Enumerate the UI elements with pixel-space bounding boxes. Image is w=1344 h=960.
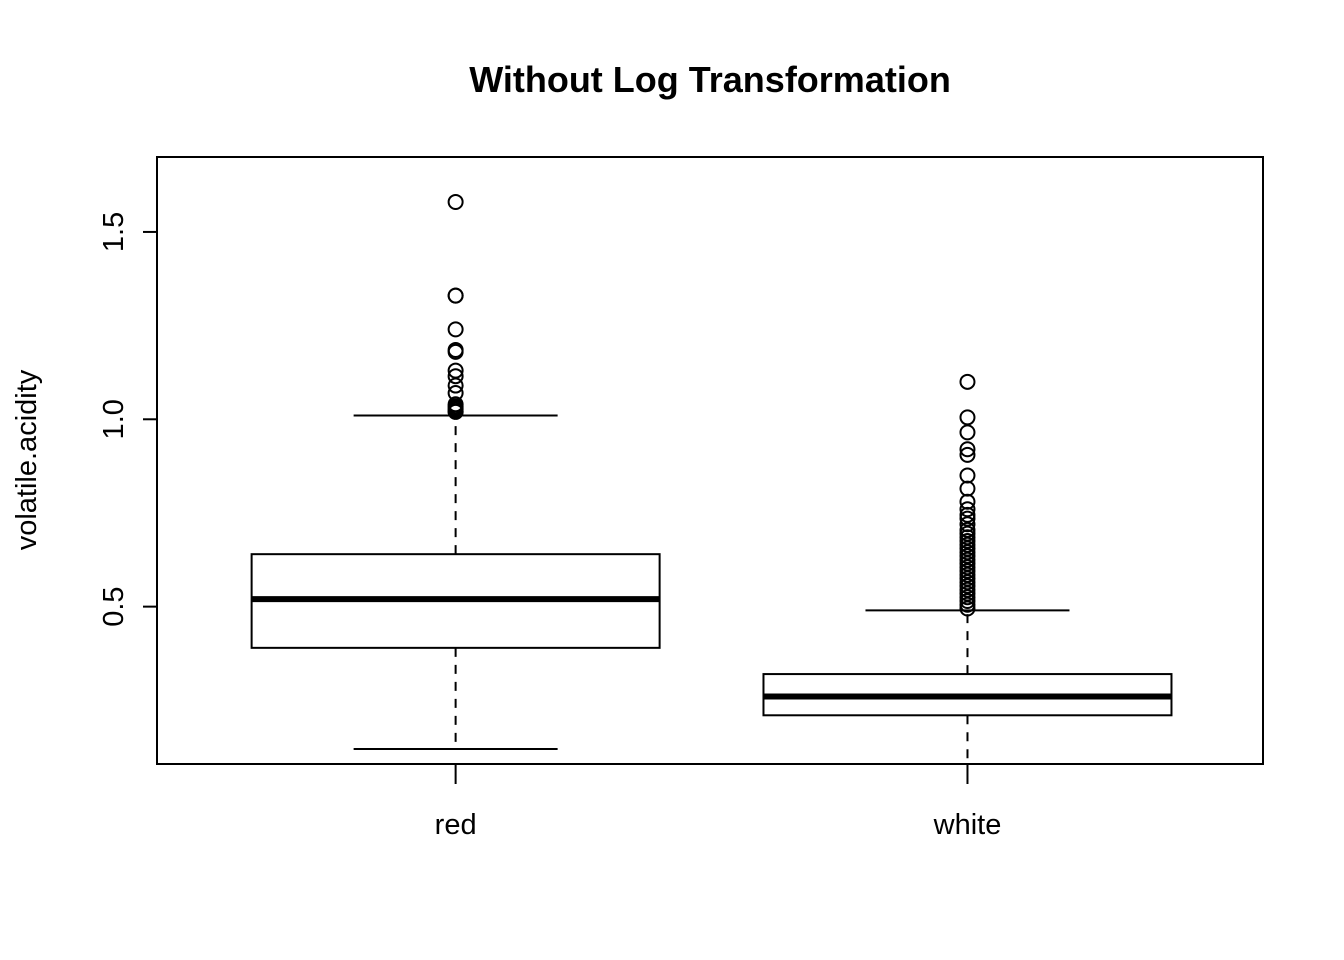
box-group-white	[762, 373, 1173, 765]
outlier-point	[447, 287, 464, 304]
outlier-point	[959, 480, 976, 497]
outlier-point	[959, 446, 976, 463]
outlier-point	[447, 321, 464, 338]
y-axis-label: volatile.acidity	[11, 369, 43, 550]
outlier-point	[959, 409, 976, 426]
outlier-point	[447, 368, 464, 385]
chart-title: Without Log Transformation	[469, 59, 951, 100]
box-group-red	[250, 193, 661, 751]
y-tick-label: 1.5	[98, 212, 130, 252]
outlier-point	[447, 377, 464, 394]
x-axis: red white	[435, 764, 1002, 841]
y-tick-label: 1.0	[98, 399, 130, 439]
y-tick-label: 0.5	[98, 586, 130, 626]
y-axis: 0.5 1.0 1.5	[98, 212, 157, 627]
outlier-point	[959, 467, 976, 484]
outlier-point	[447, 343, 464, 360]
outlier-point	[447, 403, 464, 420]
outlier-point	[959, 441, 976, 458]
outlier-point	[447, 193, 464, 210]
boxes	[250, 193, 1173, 765]
plot-frame	[156, 156, 1264, 765]
outlier-point	[959, 600, 976, 617]
outlier-point	[959, 424, 976, 441]
outlier-point	[959, 373, 976, 390]
x-tick-label: white	[933, 809, 1002, 841]
x-tick-label: red	[435, 809, 477, 841]
